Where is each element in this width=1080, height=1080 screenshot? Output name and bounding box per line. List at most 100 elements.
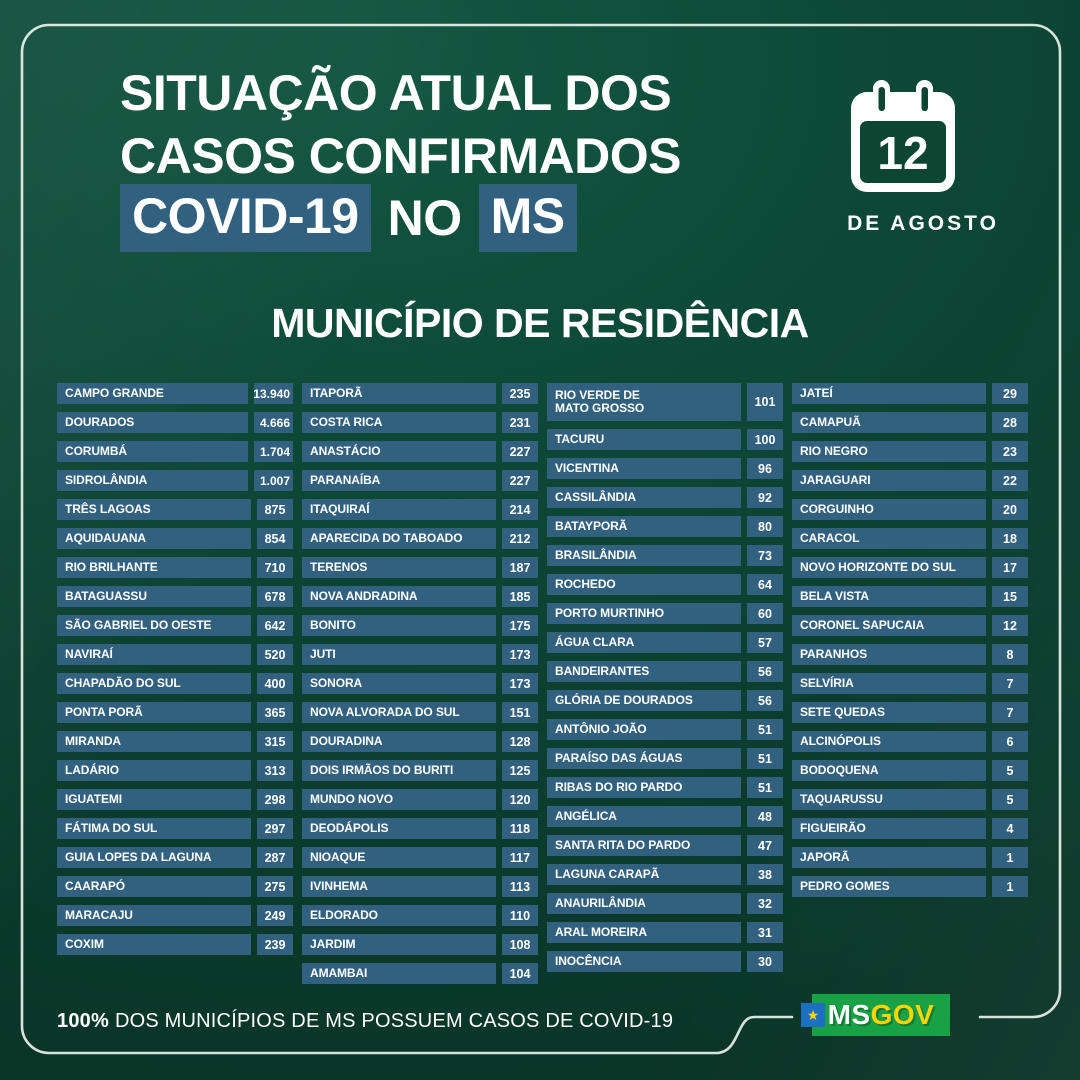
municipality-name: SETE QUEDAS <box>792 702 986 723</box>
case-count: 113 <box>502 876 538 897</box>
municipality-row: BELA VISTA 15 <box>792 586 1028 607</box>
municipality-row: SANTA RITA DO PARDO 47 <box>547 835 783 856</box>
case-count: 7 <box>992 702 1028 723</box>
municipality-name: LADÁRIO <box>57 760 251 781</box>
date-month-label: DE AGOSTO <box>847 212 999 235</box>
municipality-row: BONITO 175 <box>302 615 538 636</box>
municipality-row: VICENTINA 96 <box>547 458 783 479</box>
municipality-name: CASSILÂNDIA <box>547 487 741 508</box>
municipality-name: SÃO GABRIEL DO OESTE <box>57 615 251 636</box>
case-count: 173 <box>502 673 538 694</box>
municipality-row: PARANAÍBA 227 <box>302 470 538 491</box>
case-count: 30 <box>747 951 783 972</box>
municipality-name: RIBAS DO RIO PARDO <box>547 777 741 798</box>
municipalities-grid: CAMPO GRANDE 13.940 DOURADOS 4.666 CORUMBÁ 1.… <box>57 383 1028 984</box>
case-count: 110 <box>502 905 538 926</box>
municipality-name: MARACAJU <box>57 905 251 926</box>
municipality-name: CORONEL SAPUCAIA <box>792 615 986 636</box>
case-count: 315 <box>257 731 293 752</box>
case-count: 854 <box>257 528 293 549</box>
case-count: 239 <box>257 934 293 955</box>
municipality-row: INOCÊNCIA 30 <box>547 951 783 972</box>
title-connector: NO <box>387 189 463 246</box>
municipality-name: RIO BRILHANTE <box>57 557 251 578</box>
municipality-name: MIRANDA <box>57 731 251 752</box>
case-count: 8 <box>992 644 1028 665</box>
municipality-row: ALCINÓPOLIS 6 <box>792 731 1028 752</box>
municipality-name: PEDRO GOMES <box>792 876 986 897</box>
municipality-column: ITAPORÃ 235 COSTA RICA 231 ANASTÁCIO 227 PARAN… <box>302 383 538 984</box>
case-count: 101 <box>747 383 783 421</box>
municipality-name: PONTA PORÃ <box>57 702 251 723</box>
case-count: 400 <box>257 673 293 694</box>
case-count: 5 <box>992 789 1028 810</box>
case-count: 6 <box>992 731 1028 752</box>
municipality-row: DOURADINA 128 <box>302 731 538 752</box>
municipality-row: PARANHOS 8 <box>792 644 1028 665</box>
municipality-name: CAMAPUÃ <box>792 412 986 433</box>
case-count: 187 <box>502 557 538 578</box>
municipality-row: FIGUEIRÃO 4 <box>792 818 1028 839</box>
case-count: 227 <box>502 441 538 462</box>
municipality-row: RIBAS DO RIO PARDO 51 <box>547 777 783 798</box>
municipality-row: CASSILÂNDIA 92 <box>547 487 783 508</box>
municipality-row: JAPORÃ 1 <box>792 847 1028 868</box>
municipality-row: RIO BRILHANTE 710 <box>57 557 293 578</box>
municipality-name: BRASILÂNDIA <box>547 545 741 566</box>
municipality-row: MUNDO NOVO 120 <box>302 789 538 810</box>
municipality-row: CAARAPÓ 275 <box>57 876 293 897</box>
municipality-row: ANASTÁCIO 227 <box>302 441 538 462</box>
case-count: 4.666 <box>254 412 293 433</box>
municipality-row: NIOAQUE 117 <box>302 847 538 868</box>
logo-text-gov: GOV <box>870 999 935 1030</box>
municipality-row: PARAÍSO DAS ÁGUAS 51 <box>547 748 783 769</box>
case-count: 22 <box>992 470 1028 491</box>
municipality-row: MIRANDA 315 <box>57 731 293 752</box>
municipality-row: IVINHEMA 113 <box>302 876 538 897</box>
case-count: 275 <box>257 876 293 897</box>
municipality-row: ANTÔNIO JOÃO 51 <box>547 719 783 740</box>
case-count: 60 <box>747 603 783 624</box>
municipality-name: ITAQUIRAÍ <box>302 499 496 520</box>
case-count: 7 <box>992 673 1028 694</box>
municipality-row: ARAL MOREIRA 31 <box>547 922 783 943</box>
case-count: 15 <box>992 586 1028 607</box>
municipality-name: CORUMBÁ <box>57 441 248 462</box>
municipality-name: ALCINÓPOLIS <box>792 731 986 752</box>
municipality-name: NAVIRAÍ <box>57 644 251 665</box>
municipality-row: CARACOL 18 <box>792 528 1028 549</box>
footer-note: 100% DOS MUNICÍPIOS DE MS POSSUEM CASOS D… <box>57 1010 673 1033</box>
case-count: 64 <box>747 574 783 595</box>
municipality-name: AQUIDAUANA <box>57 528 251 549</box>
municipality-name: ANTÔNIO JOÃO <box>547 719 741 740</box>
municipality-name: ANAURILÂNDIA <box>547 893 741 914</box>
case-count: 227 <box>502 470 538 491</box>
municipality-row: LADÁRIO 313 <box>57 760 293 781</box>
municipality-name: JAPORÃ <box>792 847 986 868</box>
municipality-name: ROCHEDO <box>547 574 741 595</box>
municipality-row: ÁGUA CLARA 57 <box>547 632 783 653</box>
case-count: 875 <box>257 499 293 520</box>
ms-highlight: MS <box>478 184 577 252</box>
municipality-name: ELDORADO <box>302 905 496 926</box>
case-count: 32 <box>747 893 783 914</box>
case-count: 678 <box>257 586 293 607</box>
municipality-row: SÃO GABRIEL DO OESTE 642 <box>57 615 293 636</box>
municipality-row: PEDRO GOMES 1 <box>792 876 1028 897</box>
municipality-row: PORTO MURTINHO 60 <box>547 603 783 624</box>
municipality-row: BRASILÂNDIA 73 <box>547 545 783 566</box>
case-count: 313 <box>257 760 293 781</box>
case-count: 231 <box>502 412 538 433</box>
title-line-1: SITUAÇÃO ATUAL DOS <box>120 65 672 121</box>
municipality-name: LAGUNA CARAPÃ <box>547 864 741 885</box>
municipality-row: CHAPADÃO DO SUL 400 <box>57 673 293 694</box>
page-title: SITUAÇÃO ATUAL DOS CASOS CONFIRMADOS COV… <box>120 62 681 252</box>
municipality-row: JARAGUARI 22 <box>792 470 1028 491</box>
municipality-name: TACURU <box>547 429 741 450</box>
title-line-2: CASOS CONFIRMADOS <box>120 128 681 184</box>
municipality-name: BELA VISTA <box>792 586 986 607</box>
municipality-row: AMAMBAI 104 <box>302 963 538 984</box>
municipality-row: ROCHEDO 64 <box>547 574 783 595</box>
municipality-name: DOURADOS <box>57 412 248 433</box>
